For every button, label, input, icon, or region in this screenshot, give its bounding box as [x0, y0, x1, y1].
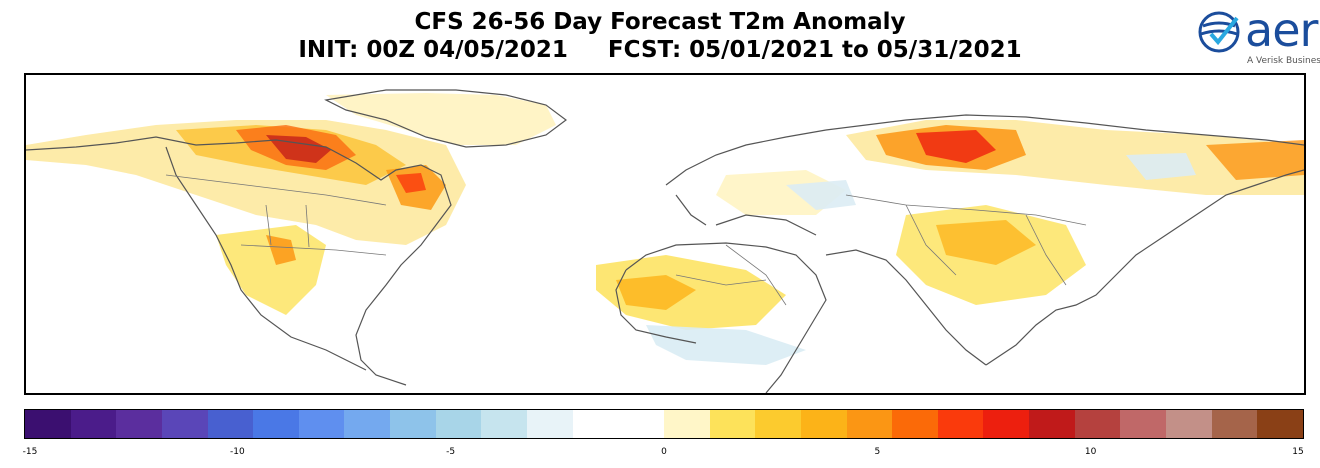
- colorbar-cell: [1166, 410, 1212, 438]
- colorbar-cell: [846, 410, 893, 438]
- colorbar-tick-label: 5: [874, 447, 881, 457]
- logo-tagline: A Verisk Busines: [1247, 56, 1320, 66]
- colorbar-legend: [24, 409, 1304, 439]
- title-line-2: INIT: 00Z 04/05/2021 FCST: 05/01/2021 to…: [298, 37, 1022, 63]
- colorbar-cell: [253, 410, 299, 438]
- colorbar-cell: [709, 410, 756, 438]
- colorbar-cell: [161, 410, 208, 438]
- colorbar-cell: [70, 410, 117, 438]
- colorbar-tick-label: 0: [661, 447, 667, 457]
- map-canvas: [26, 89, 1304, 393]
- colorbar-cell: [663, 410, 710, 438]
- colorbar-cell: [892, 410, 938, 438]
- colorbar-cell: [435, 410, 482, 438]
- anomaly-shading: [26, 93, 1304, 365]
- colorbar-tick-label: 15: [1292, 447, 1304, 457]
- colorbar-cell: [1074, 410, 1121, 438]
- colorbar-cell: [983, 410, 1030, 438]
- colorbar-cell: [207, 410, 254, 438]
- colorbar-cell: [937, 410, 984, 438]
- colorbar-cell: [527, 410, 573, 438]
- colorbar-tick-label: -10: [229, 447, 245, 457]
- colorbar-cell: [298, 410, 345, 438]
- colorbar-tick-label: -5: [446, 447, 456, 457]
- aer-logo: aer A Verisk Busines: [1195, 4, 1320, 72]
- colorbar-cell: [1257, 410, 1303, 438]
- colorbar-cell: [755, 410, 801, 438]
- colorbar-cell: [1029, 410, 1075, 438]
- colorbar-tick-label: -15: [22, 447, 38, 457]
- colorbar-cell: [344, 410, 391, 438]
- colorbar-ticks: -15 -10 -5 0 5 10 15: [22, 447, 1304, 461]
- anomaly-map: [24, 73, 1306, 395]
- coastlines: [26, 89, 1304, 393]
- colorbar-cell: [25, 410, 71, 438]
- colorbar-cell: [572, 410, 619, 438]
- colorbar-cell: [481, 410, 528, 438]
- title-line-1: CFS 26-56 Day Forecast T2m Anomaly: [414, 9, 906, 35]
- political-borders: [165, 174, 1087, 306]
- globe-check-icon: [1198, 11, 1240, 53]
- colorbar-cell: [390, 410, 436, 438]
- colorbar-cell: [618, 410, 664, 438]
- chart-title: CFS 26-56 Day Forecast T2m Anomaly INIT:…: [0, 8, 1320, 64]
- colorbar-tick-label: 10: [1084, 447, 1097, 457]
- colorbar-cell: [1120, 410, 1167, 438]
- colorbar-cell: [116, 410, 162, 438]
- logo-wordmark: aer: [1245, 3, 1318, 57]
- colorbar-cell: [800, 410, 847, 438]
- colorbar-cell: [1211, 410, 1258, 438]
